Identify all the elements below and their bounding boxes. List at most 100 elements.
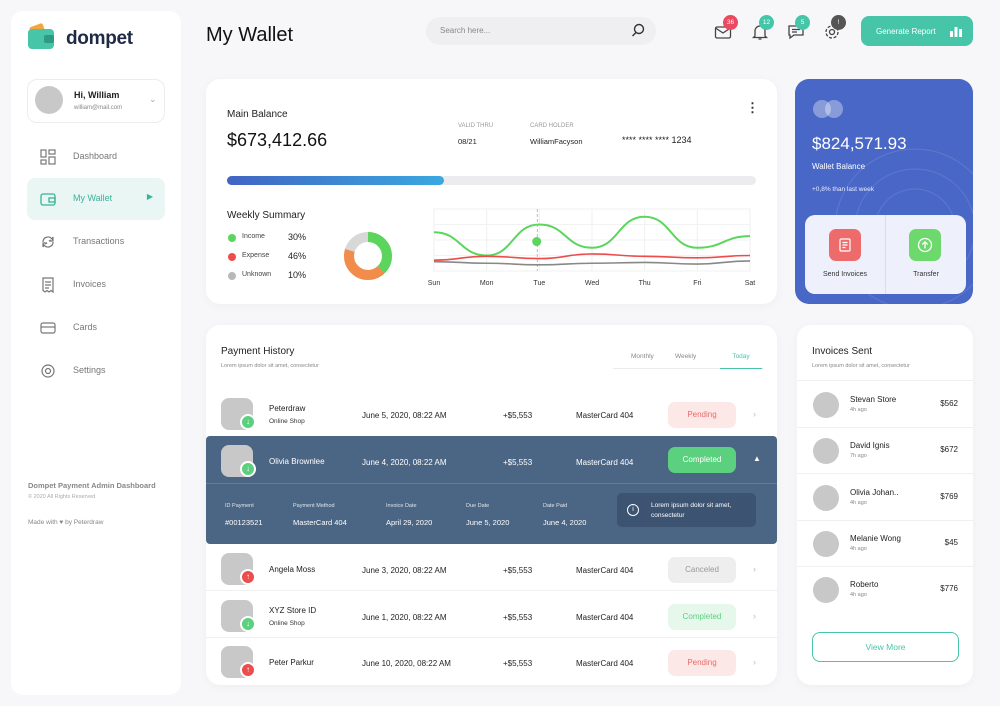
invoice-amount: $769 bbox=[940, 492, 958, 501]
invoice-time: 4h ago bbox=[850, 500, 867, 506]
invoice-recipient: Stevan Store bbox=[850, 395, 897, 404]
donut-expense-slice bbox=[344, 232, 392, 280]
payment-date: June 4, 2020, 08:22 AM bbox=[362, 458, 447, 467]
payment-history-card: Payment History Lorem ipsum dolor sit am… bbox=[206, 325, 777, 685]
view-more-button[interactable]: View More bbox=[812, 632, 959, 662]
send-invoices-button[interactable]: Send Invoices bbox=[805, 215, 885, 294]
card-holder-value: WilliamFacyson bbox=[530, 137, 583, 146]
payment-method: MasterCard 404 bbox=[576, 566, 634, 575]
table-row-selected[interactable]: ↓ Olivia Brownlee June 4, 2020, 08:22 AM… bbox=[206, 442, 777, 488]
chevron-up-icon[interactable]: ▲ bbox=[753, 454, 761, 463]
brand-name[interactable]: dompet bbox=[66, 28, 133, 49]
tab-today[interactable]: Today bbox=[720, 353, 762, 369]
divider bbox=[885, 215, 886, 294]
table-row[interactable]: ↑ Angela Moss June 3, 2020, 08:22 AM +$5… bbox=[206, 550, 777, 596]
status-badge[interactable]: Completed bbox=[668, 604, 736, 630]
status-badge[interactable]: Completed bbox=[668, 447, 736, 473]
generate-report-button[interactable]: Generate Report bbox=[861, 16, 973, 46]
avatar bbox=[813, 485, 839, 511]
payment-method: MasterCard 404 bbox=[576, 659, 634, 668]
payment-method: MasterCard 404 bbox=[576, 613, 634, 622]
payment-method: MasterCard 404 bbox=[576, 411, 634, 420]
list-item[interactable]: David Ignis 7h ago $672 bbox=[797, 438, 973, 484]
notification-badge: 36 bbox=[723, 15, 738, 30]
donut-income-slice bbox=[344, 232, 392, 280]
income-dot-icon bbox=[228, 234, 236, 242]
cards-icon bbox=[40, 322, 56, 334]
sidebar-item-my-wallet[interactable]: My Wallet ▶ bbox=[27, 178, 165, 220]
invoice-amount: $45 bbox=[944, 538, 958, 547]
wallet-icon bbox=[40, 193, 56, 206]
payment-history-subtitle: Lorem ipsum dolor sit amet, consectetur bbox=[221, 363, 319, 369]
transactions-icon bbox=[42, 236, 54, 248]
notification-badge: ! bbox=[831, 15, 846, 30]
invoice-icon bbox=[839, 238, 851, 252]
payment-history-title: Payment History bbox=[221, 346, 295, 357]
tab-weekly[interactable]: Weekly bbox=[675, 353, 697, 360]
x-tick-label: Thu bbox=[639, 280, 651, 287]
footer-title: Dompet Payment Admin Dashboard bbox=[28, 481, 156, 490]
chevron-right-icon[interactable]: › bbox=[753, 611, 756, 621]
detail-label: Due Date bbox=[466, 503, 490, 509]
table-row[interactable]: ↓ Peterdraw Online Shop June 5, 2020, 08… bbox=[206, 395, 777, 441]
divider bbox=[797, 380, 973, 381]
payee-type: Online Shop bbox=[269, 620, 305, 627]
sidebar-item-label: Transactions bbox=[73, 236, 125, 246]
footer-copyright: © 2020 All Rights Reserved bbox=[28, 494, 96, 500]
payment-amount: +$5,553 bbox=[503, 458, 533, 467]
payee-name: XYZ Store ID bbox=[269, 606, 317, 615]
incoming-arrow-icon: ↓ bbox=[240, 461, 256, 477]
payment-amount: +$5,553 bbox=[503, 613, 533, 622]
wallet-change: +0,8% than last week bbox=[812, 186, 874, 193]
sidebar-item-dashboard[interactable]: Dashboard bbox=[27, 136, 165, 178]
mail-button[interactable]: 36 bbox=[714, 15, 738, 46]
list-item[interactable]: Stevan Store 4h ago $562 bbox=[797, 392, 973, 438]
transfer-button[interactable]: Transfer bbox=[886, 215, 966, 294]
status-badge[interactable]: Pending bbox=[668, 650, 736, 676]
more-options-icon[interactable]: ⋮ bbox=[746, 100, 759, 115]
wallet-card: $824,571.93 Wallet Balance +0,8% than la… bbox=[795, 79, 973, 304]
search-input[interactable]: Search here... bbox=[426, 17, 656, 45]
user-greeting: Hi, William bbox=[74, 90, 120, 100]
settings-button[interactable]: ! bbox=[823, 15, 846, 46]
tab-monthly[interactable]: Monthly bbox=[631, 353, 654, 360]
chevron-right-icon[interactable]: › bbox=[753, 409, 756, 419]
list-item[interactable]: Roberto 4h ago $776 bbox=[797, 577, 973, 623]
send-invoices-label: Send Invoices bbox=[823, 271, 867, 278]
bell-button[interactable]: 12 bbox=[751, 15, 774, 46]
wallet-logo-icon bbox=[28, 23, 54, 49]
search-icon[interactable] bbox=[631, 23, 646, 38]
invoice-recipient: Olivia Johan.. bbox=[850, 488, 899, 497]
divider bbox=[797, 520, 973, 521]
x-tick-label: Fri bbox=[693, 280, 702, 287]
table-row[interactable]: ↓ XYZ Store ID Online Shop June 1, 2020,… bbox=[206, 597, 777, 643]
sidebar-item-settings[interactable]: Settings bbox=[27, 350, 165, 392]
chevron-right-icon[interactable]: › bbox=[753, 564, 756, 574]
legend-unknown: Unknown 10% bbox=[227, 270, 312, 284]
sidebar-item-invoices[interactable]: Invoices bbox=[27, 264, 165, 306]
list-item[interactable]: Melanie Wong 4h ago $45 bbox=[797, 531, 973, 577]
balance-progress-fill bbox=[227, 176, 444, 185]
legend-value: 30% bbox=[288, 232, 307, 242]
chevron-down-icon[interactable]: ⌄ bbox=[149, 94, 157, 104]
sidebar-item-transactions[interactable]: Transactions bbox=[27, 221, 165, 263]
bar-chart-icon bbox=[950, 27, 962, 37]
valid-thru-label: VALID THRU bbox=[458, 123, 494, 129]
avatar bbox=[813, 577, 839, 603]
list-item[interactable]: Olivia Johan.. 4h ago $769 bbox=[797, 485, 973, 531]
payee-name: Peterdraw bbox=[269, 404, 306, 413]
payment-date: June 5, 2020, 08:22 AM bbox=[362, 411, 447, 420]
user-profile[interactable]: Hi, William william@mail.com ⌄ bbox=[27, 79, 165, 123]
x-tick-label: Sat bbox=[745, 280, 756, 287]
status-badge[interactable]: Canceled bbox=[668, 557, 736, 583]
chevron-right-icon[interactable]: › bbox=[753, 657, 756, 667]
summary-donut-chart bbox=[344, 232, 392, 280]
divider bbox=[206, 590, 777, 591]
table-row[interactable]: ↑ Peter Parkur June 10, 2020, 08:22 AM +… bbox=[206, 643, 777, 689]
x-tick-label: Wed bbox=[585, 280, 599, 287]
main-balance-amount: $673,412.66 bbox=[227, 130, 328, 150]
chat-button[interactable]: 5 bbox=[787, 15, 810, 46]
status-badge[interactable]: Pending bbox=[668, 402, 736, 428]
x-tick-label: Mon bbox=[480, 280, 494, 287]
sidebar-item-cards[interactable]: Cards bbox=[27, 307, 165, 349]
